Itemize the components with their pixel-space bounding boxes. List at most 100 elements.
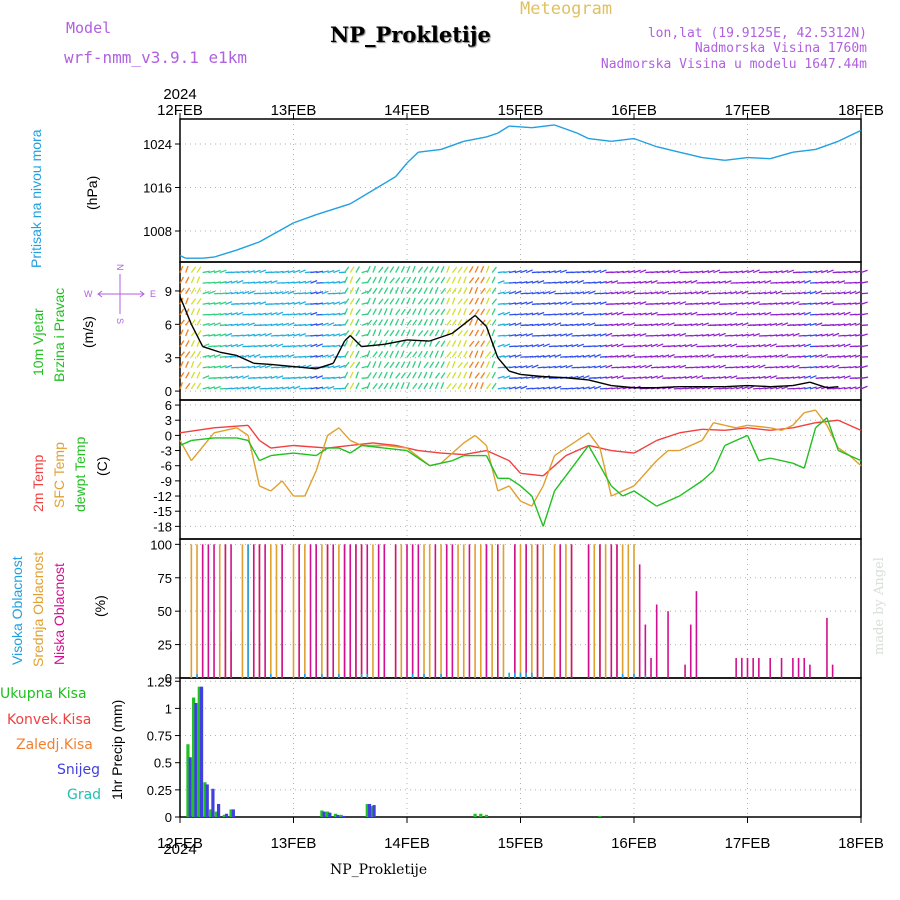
wind-barb (474, 297, 479, 305)
wind-barb (554, 385, 562, 390)
wind-barb (457, 266, 463, 273)
temp-series-1-segment (576, 432, 589, 442)
wind-barb (815, 290, 823, 295)
wind-barb (491, 360, 496, 368)
wind-barb (333, 365, 341, 369)
wind-barb (463, 339, 467, 347)
wind-barb (696, 334, 704, 337)
wind-barb (457, 350, 463, 358)
wind-barb (434, 286, 439, 294)
wind-barb (565, 332, 573, 337)
wind-barb (860, 344, 869, 348)
wind-barb (781, 281, 789, 284)
wind-barb (696, 290, 704, 295)
wind-barb (355, 350, 360, 358)
cloud-bar (428, 544, 431, 678)
wind-barb (310, 386, 318, 390)
wind-barb (497, 323, 505, 327)
temp-series-1-segment (474, 434, 487, 447)
wind-barb (372, 361, 377, 368)
wind-barb (537, 343, 545, 348)
pressure-series-0-segment (236, 241, 260, 251)
cloud-bar (531, 672, 533, 678)
wind-barb (185, 297, 189, 305)
wind-barb (582, 334, 590, 337)
wind-barb (673, 376, 681, 379)
wind-barb (724, 271, 732, 274)
wind-barb (764, 323, 772, 327)
wind-barb (741, 365, 749, 369)
wind-barb (406, 308, 412, 316)
wind-barb (855, 290, 863, 295)
wind-barb (650, 375, 658, 379)
temp-series-1-segment (463, 434, 476, 444)
wind-barb (259, 292, 267, 295)
wind-barb (747, 344, 755, 348)
wind-barb (440, 297, 445, 305)
bottom-date-label: 12FEB (157, 835, 203, 852)
temp-series-0-segment (418, 449, 442, 454)
wind-barb (259, 364, 267, 369)
temp-series-0-segment (770, 427, 793, 432)
wind-barb (781, 365, 789, 369)
wind-barb (554, 344, 562, 348)
bottom-year-label: 2024 (163, 841, 196, 858)
wind-barb (463, 382, 468, 390)
wind-barb (582, 386, 590, 390)
wind-barb (741, 333, 749, 337)
wind-barb (429, 277, 435, 284)
wind-barb (434, 372, 441, 379)
wind-barb (327, 322, 335, 327)
wind-barb (815, 354, 823, 358)
temp-series-2-segment (553, 475, 567, 492)
wind-barb (293, 344, 301, 348)
temp-series-0-segment (633, 439, 658, 454)
wind-barb (491, 382, 497, 390)
wind-barb (815, 270, 823, 274)
temp-series-1-segment (804, 409, 816, 414)
wind-barb (577, 291, 585, 295)
wind-barb (770, 334, 778, 337)
wind-barb (684, 312, 692, 316)
wind-barb (656, 302, 664, 305)
wind-barb (429, 361, 435, 369)
wind-barb (242, 290, 250, 295)
cloud-bar (633, 673, 635, 678)
wind-barb (287, 322, 295, 327)
cloud-bar (343, 544, 346, 678)
wind-barb (457, 361, 463, 369)
wind-barb (196, 298, 202, 305)
wind-barb (259, 269, 267, 274)
wind-barb (179, 287, 185, 295)
wind-barb (196, 350, 202, 358)
cloud-bar (196, 544, 198, 678)
wind-barb (202, 322, 210, 327)
wind-barb (259, 376, 267, 379)
temp-series-0-segment (486, 449, 510, 462)
wind-series-0-segment (361, 343, 385, 348)
wind-barb (656, 334, 664, 337)
cloud-bar (423, 673, 425, 678)
temp-series-1-segment (781, 424, 794, 431)
wind-barb (633, 301, 641, 305)
cloud-bar (502, 544, 505, 678)
wind-barb (179, 382, 184, 390)
wind-barb (355, 277, 361, 284)
wind-barb (594, 344, 602, 348)
wind-barb (480, 350, 484, 358)
temp-series-0-segment (520, 472, 544, 477)
wind-barb (514, 333, 522, 337)
wind-barb (247, 290, 255, 295)
cloud-bar (338, 544, 340, 678)
wind-barb (287, 385, 295, 390)
temp-series-1-segment (679, 439, 703, 452)
wind-barb (315, 343, 323, 348)
wind-barb (832, 291, 840, 295)
wind-barb (599, 364, 607, 369)
wind-barb (372, 287, 378, 295)
wind-barb (321, 322, 329, 327)
wind-barb (327, 333, 335, 337)
wind-barb (480, 276, 485, 284)
wind-barb (804, 343, 812, 348)
wind-barb (809, 386, 817, 390)
